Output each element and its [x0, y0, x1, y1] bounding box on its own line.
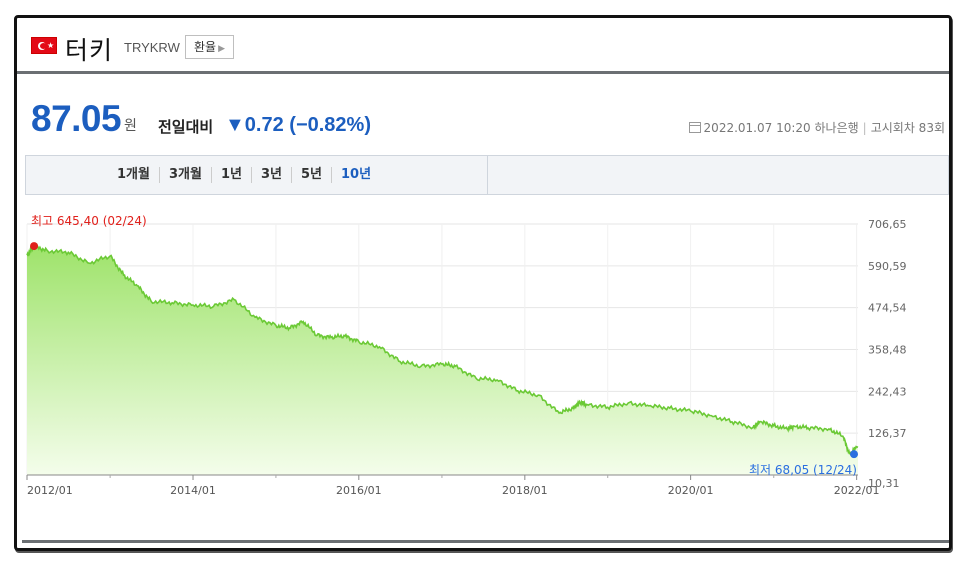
x-tick-label: 2018/01 [502, 484, 548, 497]
y-tick-label: 242,43 [868, 385, 907, 398]
max-label: 최고 645,40 (02/24) [31, 214, 147, 228]
period-tab[interactable]: 1년 [210, 167, 251, 183]
calendar-icon [688, 122, 701, 133]
min-label: 최저 68,05 (12/24) [749, 463, 857, 477]
x-tick-label: 2016/01 [336, 484, 382, 497]
bottom-divider [22, 540, 949, 543]
max-marker [30, 242, 39, 251]
turkey-flag-icon: ★ [31, 37, 57, 54]
current-price: 87.05 [31, 98, 122, 139]
area-fill [27, 245, 858, 475]
y-tick-label: 126,37 [868, 427, 907, 440]
exchange-rate-button[interactable]: 환율 ▶ [185, 35, 235, 59]
y-tick-label: 590,59 [868, 260, 907, 273]
period-tab[interactable]: 1개월 [117, 167, 150, 182]
y-tick-label: 706,65 [868, 218, 907, 231]
period-tab[interactable]: 3개월 [158, 167, 211, 183]
currency-code: TRYKRW [124, 40, 180, 55]
exchange-rate-widget: ★ 터키 TRYKRW 환율 ▶ 87.05 원 전일대비 ▼0.72 (−0.8… [14, 15, 952, 551]
y-tick-label: 358,48 [868, 344, 907, 357]
period-tabs: 1개월 3개월 1년 3년 5년 10년 [25, 155, 949, 195]
period-tab[interactable]: 10년 [330, 167, 380, 183]
quote-round: 고시회차 83회 [870, 121, 945, 135]
period-tab[interactable]: 3년 [250, 167, 291, 183]
series-line [26, 243, 859, 456]
country-name: 터키 [65, 36, 114, 65]
period-tab[interactable]: 5년 [290, 167, 331, 183]
quote-bank: 하나은행 [814, 121, 859, 135]
y-tick-label: 474,54 [868, 302, 907, 315]
exchange-rate-button-label: 환율 [194, 40, 217, 54]
price-unit: 원 [124, 118, 137, 134]
quote-datetime: 2022.01.07 10:20 [703, 121, 811, 135]
chevron-right-icon: ▶ [218, 44, 226, 54]
compare-label: 전일대비 [158, 118, 214, 136]
quote-meta: 2022.01.07 10:20 하나은행 | 고시회차 83회 [688, 119, 945, 136]
x-tick-label: 2022/01 [834, 484, 880, 497]
x-tick-label: 2020/01 [668, 484, 714, 497]
min-marker [850, 450, 858, 459]
widget-header: ★ 터키 TRYKRW 환율 ▶ [17, 18, 949, 74]
price-chart: 706,65 590,59 474,54 358,48 242,43 126,37 10,3… [26, 214, 907, 497]
price-change: ▼0.72 (−0.82%) [225, 114, 371, 136]
x-tick-label: 2014/01 [170, 484, 216, 497]
y-tick-label: 10,31 [868, 477, 900, 490]
x-tick-label: 2012/01 [27, 484, 73, 497]
